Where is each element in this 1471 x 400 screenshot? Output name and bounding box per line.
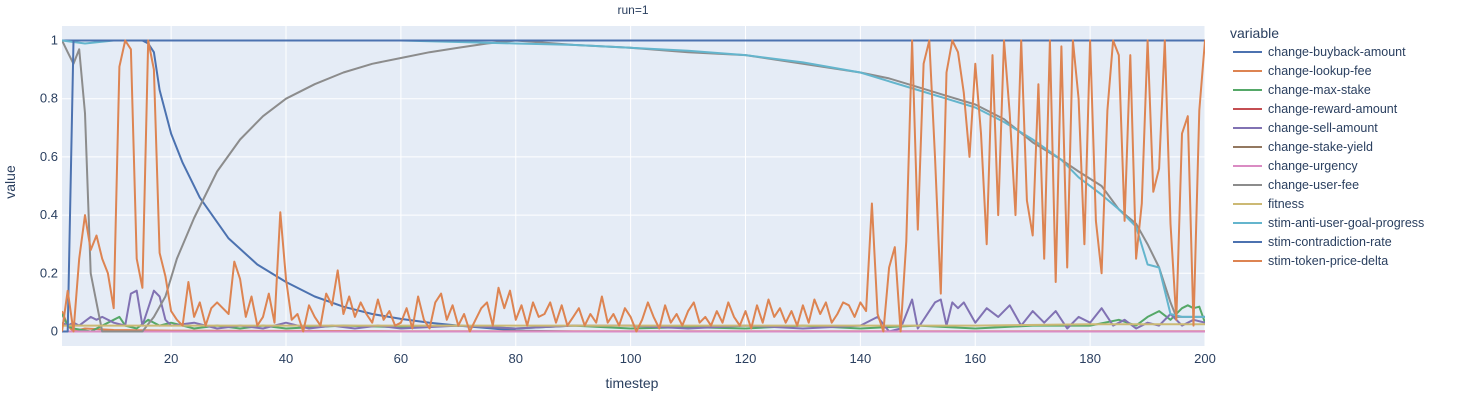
legend-label: change-buyback-amount bbox=[1268, 45, 1406, 59]
x-tick-label: 40 bbox=[279, 351, 293, 366]
legend-item-change-lookup-fee[interactable]: change-lookup-fee bbox=[1233, 64, 1372, 78]
legend-item-fitness[interactable]: fitness bbox=[1233, 197, 1304, 211]
legend-item-stim-contradiction-rate[interactable]: stim-contradiction-rate bbox=[1233, 235, 1392, 249]
legend[interactable]: change-buyback-amount change-lookup-fee ch… bbox=[1233, 45, 1424, 268]
facet-title: run=1 bbox=[617, 3, 648, 17]
plot-area bbox=[62, 26, 1205, 346]
legend-title: variable bbox=[1230, 25, 1279, 41]
y-tick-label: 1 bbox=[51, 33, 58, 48]
legend-item-change-user-fee[interactable]: change-user-fee bbox=[1233, 178, 1359, 192]
x-tick-label: 200 bbox=[1194, 351, 1216, 366]
legend-label: change-max-stake bbox=[1268, 83, 1371, 97]
x-tick-label: 180 bbox=[1079, 351, 1101, 366]
x-tick-label: 80 bbox=[509, 351, 523, 366]
series-line-change-sell-amount bbox=[62, 289, 1205, 333]
y-tick-label: 0.6 bbox=[40, 149, 58, 164]
x-axis-title: timestep bbox=[606, 375, 659, 391]
series-line-stim-token-price-delta bbox=[62, 39, 1205, 333]
legend-item-change-sell-amount[interactable]: change-sell-amount bbox=[1233, 121, 1378, 135]
legend-label: change-reward-amount bbox=[1268, 102, 1398, 116]
legend-item-stim-token-price-delta[interactable]: stim-token-price-delta bbox=[1233, 254, 1388, 268]
x-axis-ticks: 20 40 60 80 100 120 140 160 180 200 bbox=[164, 351, 1216, 366]
legend-item-change-max-stake[interactable]: change-max-stake bbox=[1233, 83, 1371, 97]
x-tick-label: 20 bbox=[164, 351, 178, 366]
y-tick-label: 0 bbox=[51, 323, 58, 338]
legend-item-change-stake-yield[interactable]: change-stake-yield bbox=[1233, 140, 1373, 154]
legend-label: change-lookup-fee bbox=[1268, 64, 1372, 78]
legend-item-change-urgency[interactable]: change-urgency bbox=[1233, 159, 1358, 173]
legend-label: stim-anti-user-goal-progress bbox=[1268, 216, 1424, 230]
y-axis-ticks: 0 0.2 0.4 0.6 0.8 1 bbox=[40, 33, 58, 339]
x-tick-label: 100 bbox=[620, 351, 642, 366]
legend-label: stim-contradiction-rate bbox=[1268, 235, 1392, 249]
legend-label: change-stake-yield bbox=[1268, 140, 1373, 154]
series-lines bbox=[62, 39, 1205, 333]
legend-label: fitness bbox=[1268, 197, 1304, 211]
legend-label: stim-token-price-delta bbox=[1268, 254, 1388, 268]
y-tick-label: 0.4 bbox=[40, 207, 58, 222]
legend-label: change-urgency bbox=[1268, 159, 1358, 173]
x-tick-label: 140 bbox=[850, 351, 872, 366]
series-line-fitness bbox=[62, 323, 1205, 327]
series-line-stim-contradiction-rate bbox=[62, 39, 1205, 333]
y-tick-label: 0.2 bbox=[40, 265, 58, 280]
legend-item-change-buyback-amount[interactable]: change-buyback-amount bbox=[1233, 45, 1406, 59]
legend-label: change-user-fee bbox=[1268, 178, 1359, 192]
y-tick-label: 0.8 bbox=[40, 91, 58, 106]
x-tick-label: 160 bbox=[964, 351, 986, 366]
legend-item-stim-anti-user-goal-progress[interactable]: stim-anti-user-goal-progress bbox=[1233, 216, 1424, 230]
x-tick-label: 120 bbox=[735, 351, 757, 366]
legend-label: change-sell-amount bbox=[1268, 121, 1378, 135]
y-axis-title: value bbox=[2, 165, 18, 199]
x-tick-label: 60 bbox=[394, 351, 408, 366]
legend-item-change-reward-amount[interactable]: change-reward-amount bbox=[1233, 102, 1398, 116]
